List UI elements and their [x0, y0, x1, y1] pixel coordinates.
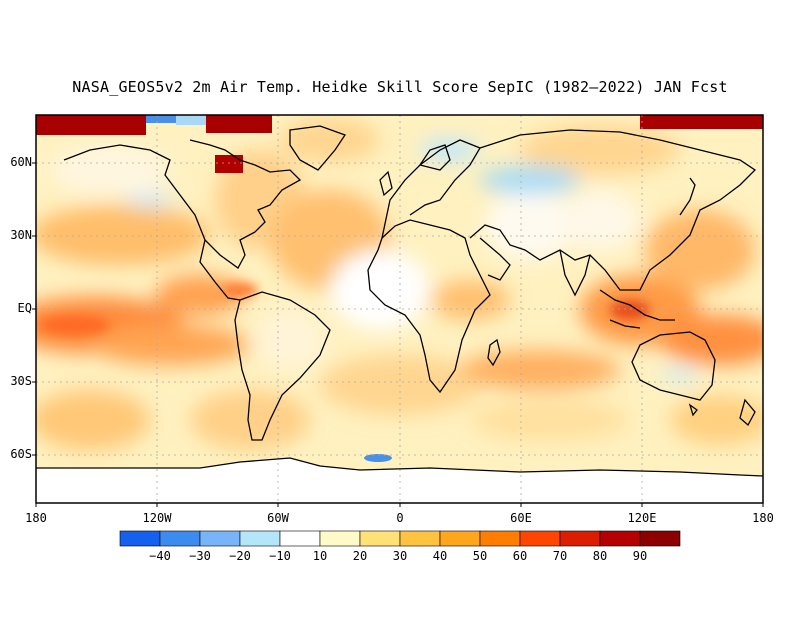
lon-label-120e: 120E [627, 511, 657, 525]
lat-label-30s: 30S [10, 374, 32, 388]
colorbar-swatch [439, 530, 481, 547]
colorbar-swatch [319, 530, 361, 547]
colorbar-swatch [399, 530, 441, 547]
colorbar-label: 90 [632, 549, 648, 563]
colorbar-swatch [279, 530, 321, 547]
lon-label-60e: 60E [510, 511, 532, 525]
lat-label-eq: EQ [17, 301, 32, 315]
colorbar [119, 530, 681, 547]
colorbar-swatch [119, 530, 161, 547]
colorbar-label: 10 [312, 549, 328, 563]
colorbar-label: 30 [392, 549, 408, 563]
colorbar-swatch [359, 530, 401, 547]
colorbar-swatch [159, 530, 201, 547]
lon-label-120w: 120W [142, 511, 172, 525]
colorbar-swatch [199, 530, 241, 547]
colorbar-label: 60 [512, 549, 528, 563]
lat-label-60n: 60N [10, 155, 32, 169]
colorbar-label: 50 [472, 549, 488, 563]
colorbar-swatch [599, 530, 641, 547]
lat-label-30n: 30N [10, 228, 32, 242]
colorbar-label: 20 [352, 549, 368, 563]
colorbar-label: 40 [432, 549, 448, 563]
colorbar-label: 70 [552, 549, 568, 563]
gridlines [36, 115, 763, 503]
colorbar-label: −40 [149, 549, 171, 563]
colorbar-swatch [559, 530, 601, 547]
colorbar-swatch [239, 530, 281, 547]
colorbar-label: −10 [269, 549, 291, 563]
lon-label-180w: 180 [25, 511, 47, 525]
colorbar-label: −30 [189, 549, 211, 563]
colorbar-label: −20 [229, 549, 251, 563]
map-title: NASA_GEOS5v2 2m Air Temp. Heidke Skill S… [72, 78, 728, 96]
colorbar-label: 80 [592, 549, 608, 563]
lon-label-60w: 60W [267, 511, 289, 525]
lat-label-60s: 60S [10, 447, 32, 461]
lon-label-180e: 180 [752, 511, 774, 525]
colorbar-swatch [639, 530, 681, 547]
colorbar-swatch [479, 530, 521, 547]
coastlines [36, 125, 763, 477]
lon-label-0: 0 [396, 511, 404, 525]
colorbar-swatch [519, 530, 561, 547]
axis-ticks [32, 162, 764, 507]
